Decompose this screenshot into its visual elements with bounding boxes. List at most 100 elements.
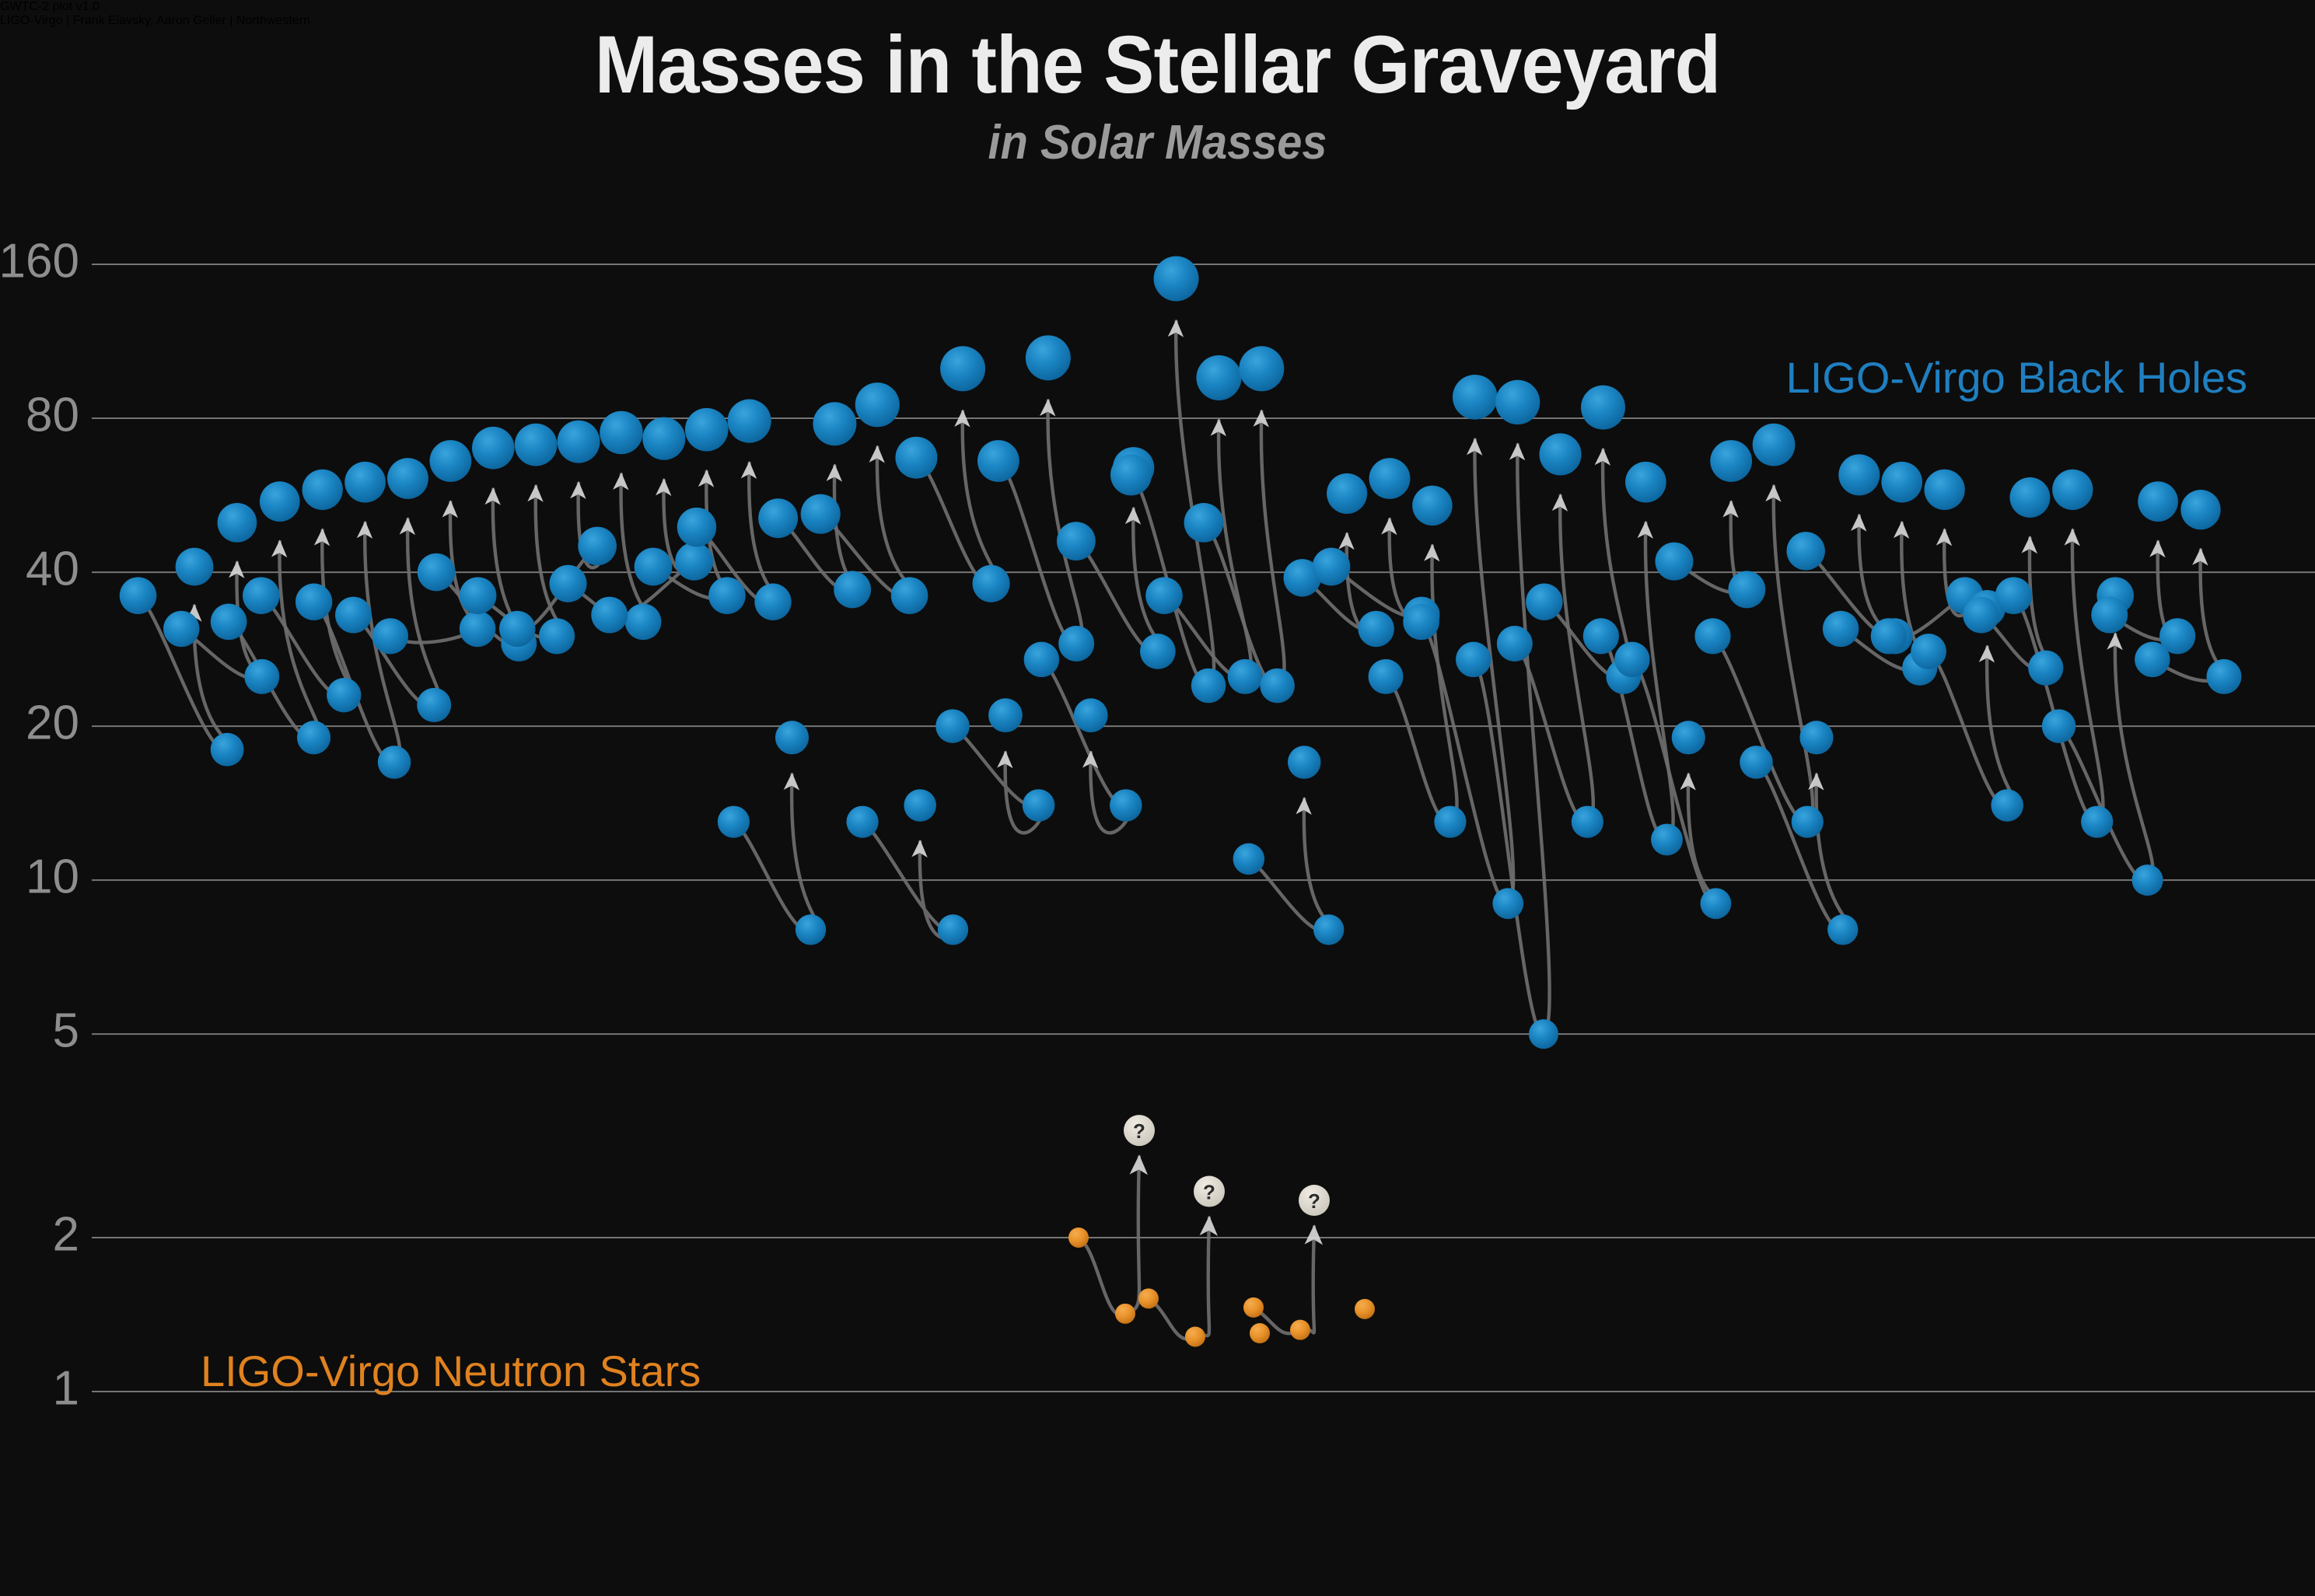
y-tick-label: 20 (26, 696, 79, 749)
black-hole-dot (417, 687, 452, 722)
black-hole-dot (1791, 805, 1824, 838)
black-hole-dot (1571, 805, 1603, 838)
black-hole-dot (210, 603, 247, 641)
black-hole-dot (295, 583, 333, 620)
black-hole-dot (754, 583, 792, 620)
neutron-star-dot (1185, 1326, 1205, 1347)
merger-curve (1754, 760, 1851, 932)
black-hole-dot (514, 423, 558, 466)
merger-curve (732, 772, 820, 933)
y-tick-label: 160 (0, 234, 79, 288)
black-hole-dot (1283, 559, 1321, 597)
black-hole-dot (937, 914, 969, 945)
black-hole-dot (1233, 843, 1265, 875)
black-hole-dot (834, 571, 872, 609)
black-hole-dot (677, 507, 717, 547)
black-hole-dot (1671, 721, 1705, 755)
black-hole-dot (2041, 709, 2076, 743)
black-hole-dot (1145, 577, 1183, 614)
black-hole-dot (935, 709, 970, 743)
black-hole-dot (591, 596, 628, 634)
black-hole-dot (296, 721, 331, 755)
black-hole-dot (2028, 650, 2064, 686)
merger-curve (1630, 658, 1724, 906)
black-hole-dot (302, 469, 343, 511)
black-hole-dot (163, 610, 200, 648)
black-hole-dot (2091, 596, 2128, 634)
black-hole-dot (1412, 485, 1453, 526)
black-hole-dot (800, 494, 841, 534)
black-hole-dot (895, 436, 938, 479)
black-hole-dot (1058, 626, 1095, 662)
black-hole-dot (377, 746, 411, 779)
black-hole-dot (675, 542, 714, 581)
black-hole-dot (210, 732, 244, 767)
black-hole-dot (1434, 805, 1467, 838)
black-hole-dot (1110, 454, 1152, 496)
black-hole-dot (1582, 618, 1619, 655)
black-hole-dot (1740, 746, 1773, 779)
y-tick-label: 80 (26, 388, 79, 442)
black-hole-dot (1369, 458, 1411, 499)
black-hole-dot (335, 596, 372, 634)
merger-curve (1201, 409, 1286, 688)
black-hole-dot (1995, 577, 2033, 614)
black-hole-dot (1196, 354, 1242, 400)
black-hole-dot (2135, 641, 2170, 678)
black-hole-dot (1752, 423, 1796, 466)
neutron-star-dot (1355, 1298, 1375, 1319)
black-hole-dot (1580, 385, 1625, 430)
black-hole-dot (855, 382, 900, 428)
black-hole-dot (1963, 596, 2000, 634)
black-hole-dot (1239, 346, 1285, 392)
black-hole-dot (1153, 256, 1199, 302)
black-hole-dot (1073, 698, 1108, 733)
black-hole-dot (1191, 668, 1226, 704)
black-hole-dot (684, 407, 729, 452)
black-hole-dot (1313, 914, 1345, 945)
black-hole-dot (1184, 502, 1224, 543)
black-hole-dot (1799, 721, 1834, 755)
black-hole-dot (708, 577, 746, 614)
page-title: Masses in the Stellar Graveyard (594, 19, 1721, 110)
merger-curve (226, 540, 321, 741)
black-hole-dot (1327, 473, 1368, 514)
y-tick-label: 5 (53, 1004, 79, 1058)
black-hole-dot (244, 658, 280, 694)
black-hole-dot (1023, 641, 1060, 678)
black-hole-dot (1614, 641, 1650, 678)
black-hole-dot (727, 399, 771, 443)
merger-curve (996, 398, 1084, 646)
black-hole-dot (1456, 641, 1491, 678)
unknown-remnant-label: ? (1203, 1181, 1215, 1204)
ns-merger-curve (1146, 1215, 1219, 1341)
neutron-star-dot (1243, 1297, 1264, 1318)
y-tick-label: 40 (26, 542, 79, 595)
black-hole-dot (2009, 477, 2051, 518)
black-hole-dot (2138, 481, 2178, 522)
black-hole-dot (1110, 789, 1142, 822)
black-hole-dot (1260, 668, 1295, 704)
black-hole-dot (1358, 610, 1394, 648)
black-hole-dot (977, 440, 1019, 482)
black-hole-dot (1881, 461, 1923, 503)
black-hole-dot (1700, 888, 1732, 920)
black-hole-dot (1140, 634, 1176, 669)
neutron-star-dot (1138, 1288, 1159, 1309)
black-hole-dot (1694, 618, 1731, 655)
black-hole-dot (717, 805, 750, 838)
legend-label-neutron-stars: LIGO-Virgo Neutron Stars (201, 1346, 701, 1395)
black-hole-dot (243, 577, 280, 614)
y-axis-tick-labels: 1 2 5 10 20 40 80 160 (0, 234, 79, 1415)
black-hole-dot (2180, 490, 2221, 530)
credit-line-authors: LIGO-Virgo | Frank Elavsky, Aaron Geller… (0, 14, 310, 27)
neutron-star-dot (1250, 1323, 1270, 1344)
black-hole-dot (2206, 658, 2242, 694)
black-hole-dot (1452, 374, 1498, 420)
black-hole-dot (471, 426, 515, 470)
black-hole-dot (1539, 433, 1582, 476)
black-hole-dot (1822, 610, 1859, 648)
black-hole-dot (549, 564, 587, 602)
black-hole-dot (557, 420, 600, 463)
